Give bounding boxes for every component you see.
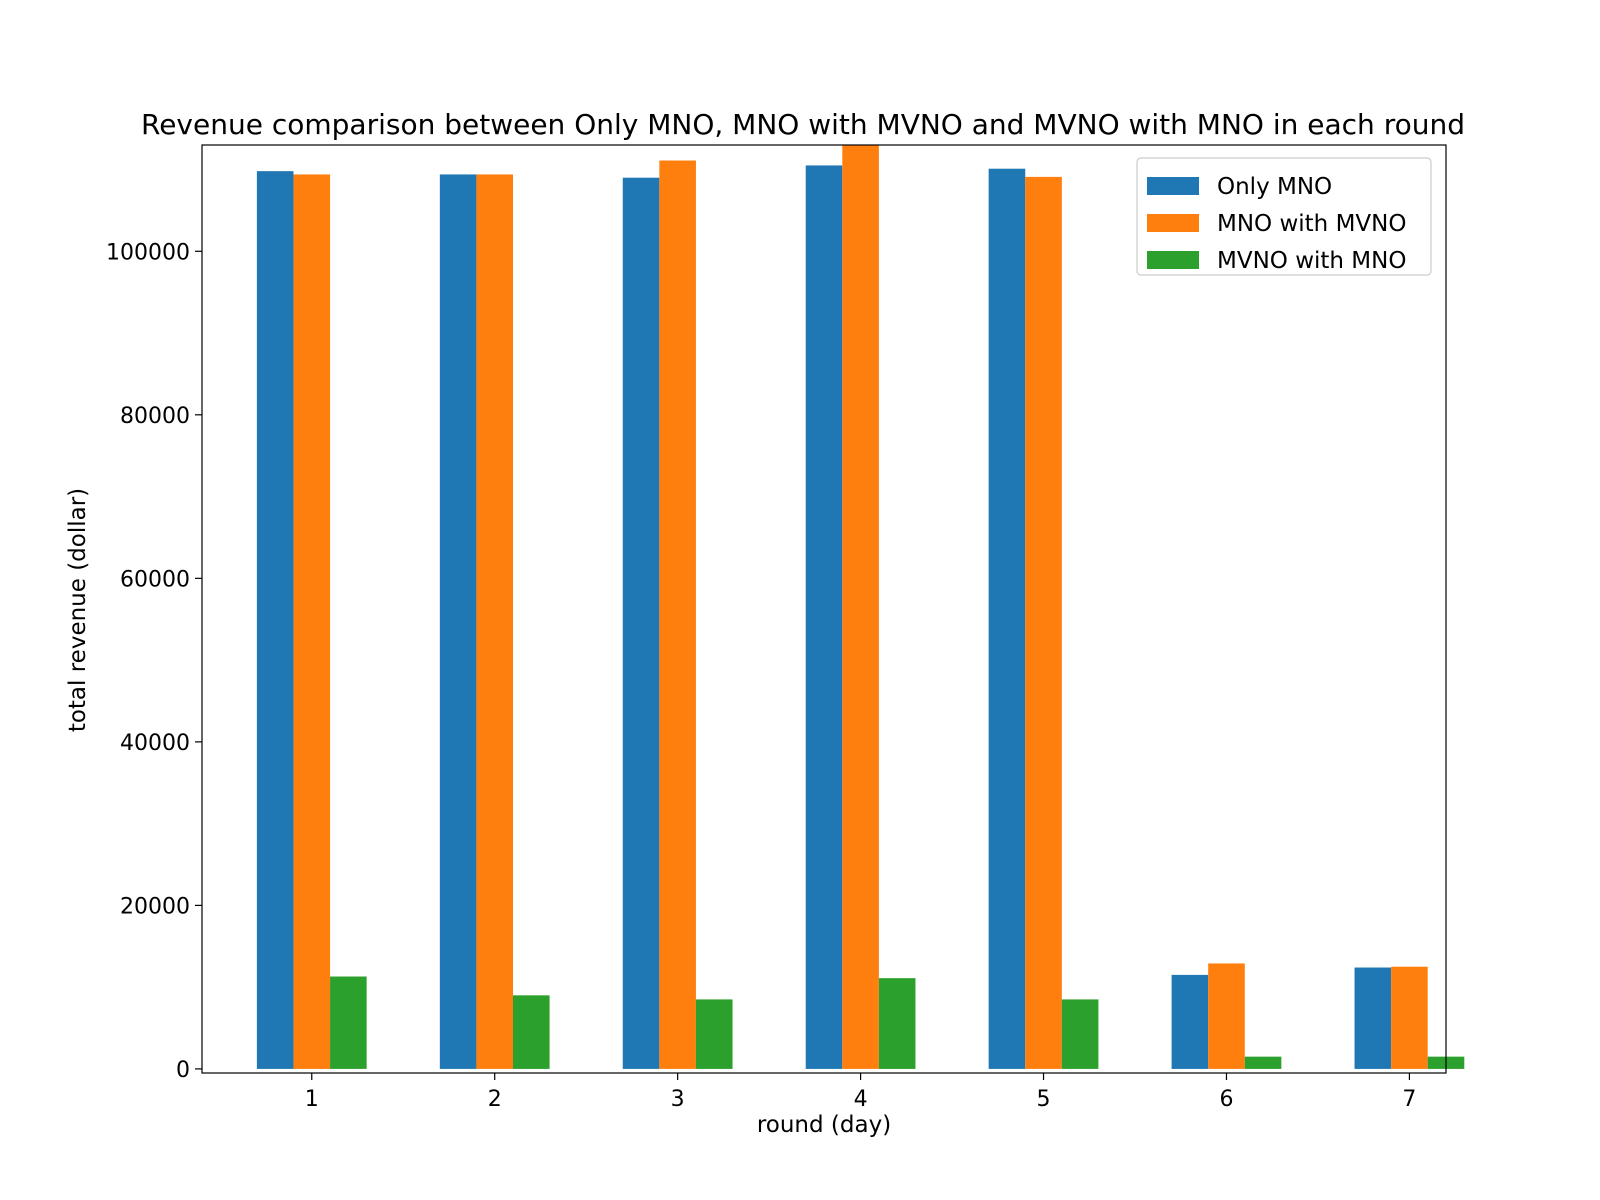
legend: Only MNO MNO with MVNO MVNO with MNO <box>1136 157 1432 276</box>
legend-frame <box>1136 157 1432 276</box>
bar-mvno-with-mno-2 <box>513 995 550 1069</box>
bar-mno-with-mvno-6 <box>1208 963 1245 1069</box>
bar-only-mno-4 <box>805 165 843 1069</box>
bar-mno-with-mvno-3 <box>659 160 696 1069</box>
y-tick-label-20000: 20000 <box>120 894 190 919</box>
bar-mvno-with-mno-5 <box>1061 999 1099 1069</box>
bar-mno-with-mvno-2 <box>476 174 513 1069</box>
bar-mvno-with-mno-1 <box>330 976 367 1069</box>
bar-only-mno-7 <box>1354 967 1392 1069</box>
bar-only-mno-5 <box>988 168 1026 1069</box>
y-tick-label-60000: 60000 <box>120 567 190 592</box>
bar-mvno-with-mno-4 <box>878 978 916 1069</box>
y-axis-label: total revenue (dollar) <box>65 488 91 732</box>
bar-mno-with-mvno-1 <box>293 174 331 1069</box>
legend-swatch-mno-with-mvno <box>1147 214 1199 232</box>
plot-area-frame <box>201 144 1447 1074</box>
bar-mno-with-mvno-4 <box>842 145 879 1069</box>
legend-label-mno-with-mvno: MNO with MVNO <box>1217 211 1406 237</box>
bar-mvno-with-mno-6 <box>1244 1056 1282 1069</box>
legend-swatch-mvno-with-mno <box>1147 251 1199 269</box>
y-tick-label-40000: 40000 <box>120 731 190 756</box>
y-axis: 0 20000 40000 60000 80000 100000 <box>106 240 202 1083</box>
chart-title: Revenue comparison between Only MNO, MNO… <box>141 108 1465 141</box>
bar-only-mno-2 <box>439 174 477 1069</box>
legend-label-mvno-with-mno: MVNO with MNO <box>1217 248 1406 274</box>
bars-layer <box>256 145 1465 1069</box>
x-tick-label-6: 6 <box>1219 1087 1233 1112</box>
x-tick-label-3: 3 <box>671 1087 685 1112</box>
x-axis: 1 2 3 4 5 6 7 <box>305 1073 1416 1112</box>
bar-only-mno-3 <box>622 177 660 1069</box>
y-tick-label-100000: 100000 <box>106 240 190 265</box>
x-tick-label-5: 5 <box>1037 1087 1051 1112</box>
x-tick-label-2: 2 <box>488 1087 502 1112</box>
bar-mno-with-mvno-5 <box>1025 176 1062 1069</box>
bar-mno-with-mvno-7 <box>1391 966 1428 1069</box>
legend-swatch-only-mno <box>1147 177 1199 195</box>
x-tick-label-4: 4 <box>854 1087 868 1112</box>
bar-only-mno-1 <box>256 171 294 1069</box>
x-tick-label-1: 1 <box>305 1087 319 1112</box>
legend-label-only-mno: Only MNO <box>1217 174 1332 200</box>
bar-only-mno-6 <box>1171 974 1209 1069</box>
x-tick-label-7: 7 <box>1402 1087 1416 1112</box>
x-axis-label: round (day) <box>757 1112 891 1138</box>
bar-mvno-with-mno-3 <box>695 999 733 1069</box>
y-tick-label-80000: 80000 <box>120 404 190 429</box>
y-tick-label-0: 0 <box>176 1058 190 1083</box>
